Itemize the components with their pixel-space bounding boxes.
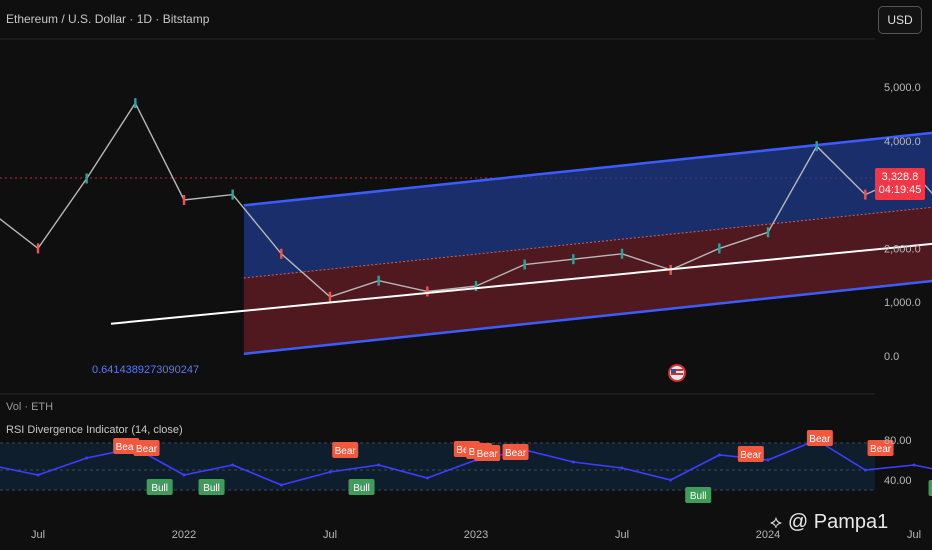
rsi-point bbox=[425, 476, 429, 480]
bull-signal-label: Bull bbox=[146, 479, 173, 495]
rsi-point bbox=[279, 483, 283, 487]
svg-text:Bull: Bull bbox=[203, 483, 220, 494]
us-flag-icon[interactable] bbox=[668, 364, 686, 382]
bull-signal-label: Bull bbox=[928, 480, 932, 496]
price-tick-label: 5,000.0 bbox=[884, 82, 921, 94]
channel-upper-fill bbox=[243, 132, 932, 278]
rsi-point bbox=[182, 473, 186, 477]
price-point bbox=[328, 291, 332, 302]
price-point bbox=[572, 254, 575, 265]
price-point bbox=[815, 141, 818, 152]
rsi-point bbox=[36, 473, 40, 477]
channel-mid-line bbox=[243, 206, 932, 279]
price-point bbox=[766, 227, 770, 238]
currency-button[interactable]: USD bbox=[878, 6, 922, 34]
svg-text:Bear: Bear bbox=[116, 442, 138, 453]
time-tick-label: Jul bbox=[323, 529, 337, 541]
bear-signal-label: Bear bbox=[867, 440, 894, 456]
bear-signal-label: Bear bbox=[502, 444, 529, 460]
rsi-point bbox=[912, 463, 916, 467]
price-point bbox=[474, 281, 478, 292]
channel-deviation-label: 0.6414389273090247 bbox=[92, 364, 199, 376]
last-price-value: 3,328.8 bbox=[881, 171, 919, 183]
time-tick-label: 2023 bbox=[464, 529, 488, 541]
rsi-point bbox=[669, 478, 673, 482]
chart-title: Ethereum / U.S. Dollar · 1D · Bitstamp bbox=[6, 12, 210, 26]
time-tick-label: Jul bbox=[615, 529, 629, 541]
price-point bbox=[231, 189, 234, 200]
bear-signal-label: Bear bbox=[332, 442, 359, 458]
svg-text:Bull: Bull bbox=[690, 491, 707, 502]
price-point bbox=[864, 189, 867, 200]
svg-text:Bear: Bear bbox=[505, 448, 527, 459]
logo-icon: ⟡ bbox=[770, 512, 782, 532]
rsi-tick-label: 80.00 bbox=[884, 435, 912, 447]
trendline bbox=[110, 242, 932, 325]
rsi-point bbox=[863, 468, 867, 472]
price-point bbox=[85, 173, 88, 184]
price-tick-label: 4,000.0 bbox=[884, 136, 921, 148]
bull-signal-label: Bull bbox=[348, 479, 375, 495]
channel-lower-line bbox=[243, 279, 932, 356]
time-tick-label: 2022 bbox=[172, 529, 196, 541]
price-point bbox=[280, 248, 283, 259]
svg-text:Bear: Bear bbox=[740, 450, 762, 461]
bear-signal-label: Bear bbox=[133, 440, 160, 456]
channel-lower-fill bbox=[243, 207, 932, 354]
rsi-point bbox=[377, 463, 381, 467]
channel-upper-line bbox=[243, 131, 932, 207]
price-point bbox=[377, 275, 380, 286]
bar-countdown: 04:19:45 bbox=[878, 184, 922, 196]
svg-text:Bull: Bull bbox=[151, 483, 168, 494]
time-tick-label: Jul bbox=[31, 529, 45, 541]
price-point bbox=[426, 286, 429, 297]
rsi-point bbox=[85, 456, 89, 460]
time-tick-label: 2024 bbox=[756, 529, 780, 541]
author-watermark: ⟡ @ Pampa1 bbox=[770, 511, 889, 533]
svg-text:Bull: Bull bbox=[353, 483, 370, 494]
price-point bbox=[36, 243, 40, 254]
bull-signal-label: Bull bbox=[198, 479, 225, 495]
bear-signal-label: Bear bbox=[113, 438, 140, 454]
price-point bbox=[620, 248, 624, 259]
svg-text:Bear: Bear bbox=[477, 449, 499, 460]
svg-text:Bear: Bear bbox=[136, 444, 158, 455]
volume-label: Vol · ETH bbox=[6, 401, 54, 413]
svg-text:Bear: Bear bbox=[809, 434, 831, 445]
last-price-tag: 3,328.8 04:19:45 bbox=[875, 168, 925, 200]
price-point bbox=[134, 98, 137, 109]
price-tick-label: 1,000.0 bbox=[884, 297, 921, 309]
price-tick-label: 2,000.0 bbox=[884, 243, 921, 255]
time-tick-label: Jul bbox=[907, 529, 921, 541]
price-point bbox=[523, 259, 526, 270]
bear-signal-label: Bear bbox=[806, 430, 833, 446]
svg-text:Bear: Bear bbox=[335, 446, 357, 457]
price-point bbox=[718, 243, 721, 254]
rsi-point bbox=[328, 470, 332, 474]
bull-signal-label: Bull bbox=[685, 487, 712, 503]
rsi-point bbox=[571, 460, 575, 464]
regression-channel: 0.6414389273090247 bbox=[92, 131, 932, 376]
rsi-point bbox=[231, 463, 235, 467]
rsi-tick-label: 40.00 bbox=[884, 475, 912, 487]
svg-text:Bear: Bear bbox=[870, 444, 892, 455]
rsi-point bbox=[620, 466, 624, 470]
rsi-indicator-label[interactable]: RSI Divergence Indicator (14, close) bbox=[6, 424, 183, 436]
rsi-point bbox=[766, 458, 770, 462]
price-point bbox=[182, 194, 186, 205]
price-tick-label: 0.0 bbox=[884, 351, 899, 363]
bear-signal-label: Bear bbox=[474, 445, 501, 461]
rsi-point bbox=[717, 453, 721, 457]
bear-signal-label: Bear bbox=[737, 446, 764, 462]
